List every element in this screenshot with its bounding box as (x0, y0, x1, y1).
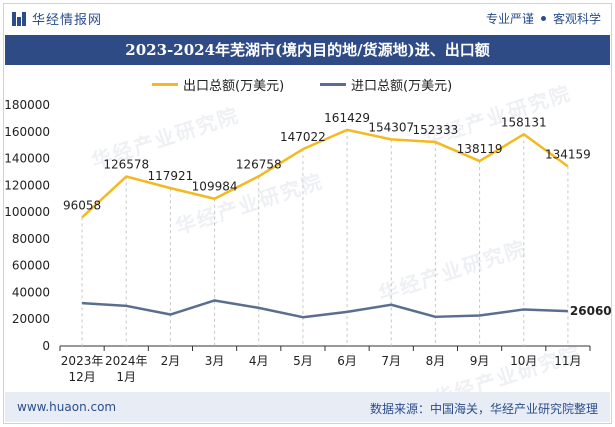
footer: www.huaon.com 数据来源：中国海关，华经产业研究院整理 (5, 392, 610, 422)
footer-url-link[interactable]: www.huaon.com (17, 400, 117, 414)
legend-swatch-import (320, 83, 346, 86)
export-data-label: 134159 (545, 147, 591, 161)
export-data-label: 152333 (413, 123, 459, 137)
x-tick-label: 9月 (470, 354, 490, 368)
y-tick-label: 40000 (12, 285, 50, 299)
x-tick-label: 2月 (161, 354, 181, 368)
x-tick-label: 11月 (554, 354, 581, 368)
legend-item-import[interactable]: 进口总额(万美元) (320, 75, 452, 94)
legend-item-export[interactable]: 出口总额(万美元) (152, 75, 284, 94)
tagline-left: 专业严谨 (485, 12, 534, 26)
export-data-label: 109984 (192, 180, 238, 194)
y-tick-label: 160000 (4, 125, 50, 139)
y-tick-label: 120000 (4, 178, 50, 192)
tagline-right: 客观科学 (552, 12, 601, 26)
export-data-label: 158131 (501, 115, 547, 129)
x-tick-label: 1月 (116, 370, 136, 384)
export-data-label: 126758 (236, 157, 282, 171)
y-tick-label: 60000 (12, 259, 50, 273)
x-tick-label: 4月 (249, 354, 269, 368)
x-tick-label: 7月 (381, 354, 401, 368)
legend-label-export: 出口总额(万美元) (183, 79, 285, 94)
x-tick-label: 2024年 (105, 354, 148, 368)
export-data-label: 126578 (103, 158, 149, 172)
y-tick-label: 100000 (4, 205, 50, 219)
y-tick-label: 180000 (4, 98, 50, 112)
page-frame (3, 3, 612, 424)
x-tick-label: 12月 (68, 370, 95, 384)
y-tick-label: 20000 (12, 312, 50, 326)
x-tick-label: 10月 (510, 354, 537, 368)
legend: 出口总额(万美元) 进口总额(万美元) (0, 75, 615, 94)
dot-separator-icon (540, 16, 546, 21)
export-data-label: 161429 (324, 111, 370, 125)
export-data-label: 138119 (457, 142, 503, 156)
x-tick-label: 3月 (205, 354, 225, 368)
logo-text: 华经情报网 (32, 13, 103, 28)
x-tick-label: 2023年 (61, 354, 104, 368)
export-data-label: 154307 (368, 120, 414, 134)
y-tick-label: 140000 (4, 152, 50, 166)
export-data-label: 117921 (148, 169, 194, 183)
y-tick-label: 80000 (12, 232, 50, 246)
x-tick-label: 5月 (293, 354, 313, 368)
legend-label-import: 进口总额(万美元) (351, 79, 453, 94)
x-tick-label: 6月 (337, 354, 357, 368)
legend-swatch-export (152, 83, 178, 86)
x-tick-label: 8月 (426, 354, 446, 368)
tagline: 专业严谨 客观科学 (486, 10, 601, 27)
y-tick-label: 0 (42, 339, 50, 353)
top-bar: 华经情报网 专业严谨 客观科学 (0, 0, 615, 34)
export-data-label: 96058 (63, 198, 101, 212)
footer-source: 数据来源：中国海关，华经产业研究院整理 (369, 402, 598, 416)
import-series-line (82, 299, 568, 319)
export-series-line (81, 128, 569, 219)
logo-bars-icon (12, 11, 26, 26)
export-data-label: 147022 (280, 130, 326, 144)
logo[interactable]: 华经情报网 (12, 9, 102, 28)
chart-title: 2023-2024年芜湖市(境内目的地/货源地)进、出口额 (5, 35, 610, 65)
import-last-data-label: 26060 (570, 304, 612, 318)
